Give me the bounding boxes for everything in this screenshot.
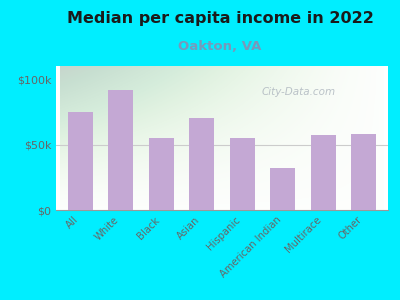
Bar xyxy=(230,138,255,210)
Bar xyxy=(270,168,295,210)
Text: City-Data.com: City-Data.com xyxy=(261,87,336,97)
Bar xyxy=(108,90,133,210)
Bar xyxy=(311,135,336,210)
Bar xyxy=(351,134,376,210)
Bar xyxy=(68,112,93,210)
Bar xyxy=(189,118,214,210)
Bar xyxy=(149,138,174,210)
Text: Oakton, VA: Oakton, VA xyxy=(178,40,262,53)
Text: Median per capita income in 2022: Median per capita income in 2022 xyxy=(66,11,374,26)
